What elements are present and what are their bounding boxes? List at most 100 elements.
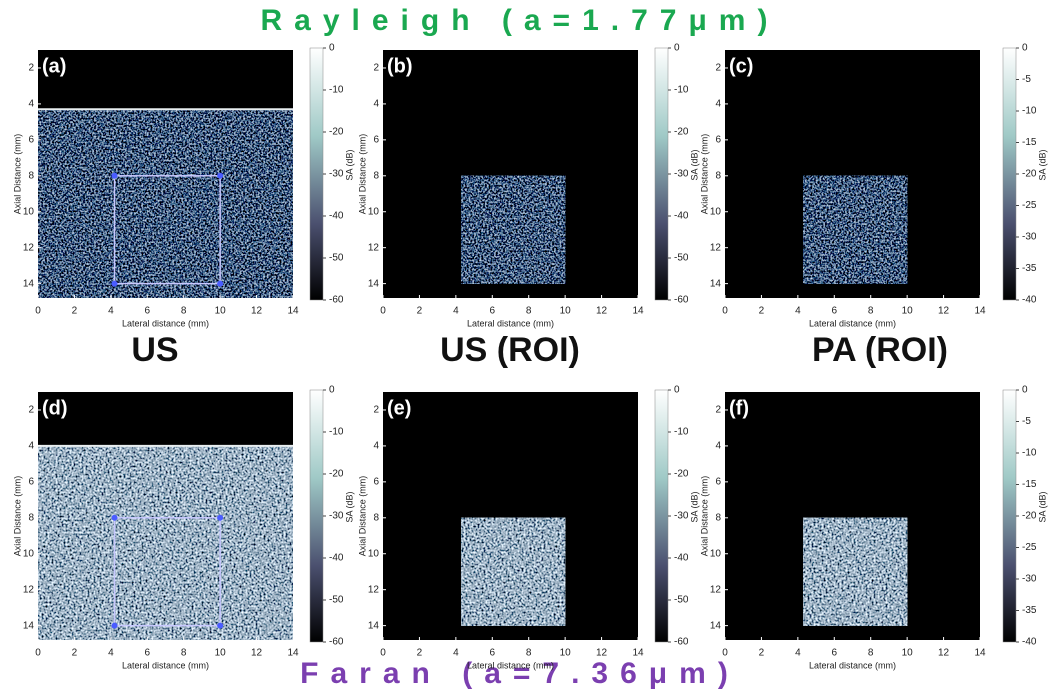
roi-image <box>803 175 908 284</box>
colorbar-tick-label: -30 <box>674 169 689 180</box>
colorbar-tick-label: -60 <box>674 637 689 648</box>
colorbar-tick-label: -60 <box>674 295 689 306</box>
y-axis-label: Axial Distance (mm) <box>357 476 367 557</box>
y-tick-label: 8 <box>715 170 721 181</box>
colorbar-tick-label: 0 <box>329 385 335 396</box>
colorbar-tick-label: -5 <box>1022 74 1031 85</box>
panel: (f) 0 2 4 6 8 10 12 14 2 4 6 8 10 12 14 Lateral distance… <box>699 385 1047 671</box>
x-tick-label: 6 <box>145 306 151 317</box>
x-tick-label: 4 <box>795 648 801 659</box>
colorbar-tick-label: 0 <box>674 385 680 396</box>
x-tick-label: 12 <box>596 306 608 317</box>
y-tick-label: 4 <box>373 441 379 452</box>
colorbar-tick-label: -10 <box>329 85 344 96</box>
colorbar-tick-label: -40 <box>674 211 689 222</box>
x-axis-label: Lateral distance (mm) <box>122 660 209 670</box>
x-tick-label: 4 <box>108 306 114 317</box>
y-tick-label: 14 <box>368 278 380 289</box>
colorbar-tick-label: -30 <box>329 511 344 522</box>
x-tick-label: 6 <box>490 648 496 659</box>
colorbar-tick-label: -15 <box>1022 479 1037 490</box>
x-tick-label: 8 <box>526 306 532 317</box>
row-label: PA (ROI) <box>812 331 948 369</box>
roi-corner <box>111 514 118 521</box>
speckle-image <box>38 109 293 298</box>
x-tick-label: 4 <box>108 648 114 659</box>
colorbar-label: SA (dB) <box>1037 491 1047 522</box>
colorbar-tick-label: -30 <box>1022 574 1037 585</box>
x-tick-label: 14 <box>974 648 986 659</box>
x-tick-label: 2 <box>759 306 765 317</box>
y-tick-label: 2 <box>373 405 379 416</box>
colorbar-tick-label: -50 <box>674 253 689 264</box>
colorbar-tick-label: -10 <box>1022 106 1037 117</box>
y-tick-label: 4 <box>715 441 721 452</box>
roi-corner <box>217 622 224 629</box>
colorbar-tick-label: -15 <box>1022 137 1037 148</box>
x-tick-label: 4 <box>795 306 801 317</box>
colorbar-tick-label: 0 <box>1022 43 1028 54</box>
y-tick-label: 2 <box>715 63 721 74</box>
colorbar-label: SA (dB) <box>1037 149 1047 180</box>
panel: (d) 0 2 4 6 8 10 12 14 2 4 6 8 10 12 14 Lateral distance… <box>12 385 354 671</box>
y-tick-label: 12 <box>23 242 35 253</box>
colorbar-tick-label: -30 <box>329 169 344 180</box>
x-tick-label: 8 <box>868 306 874 317</box>
colorbar <box>309 389 324 643</box>
colorbar-tick-label: -10 <box>674 427 689 438</box>
y-tick-label: 6 <box>373 134 379 145</box>
x-tick-label: 6 <box>145 648 151 659</box>
y-tick-label: 10 <box>710 548 722 559</box>
top-title: Rayleigh (a=1.77μm) <box>261 4 780 37</box>
x-tick-label: 10 <box>902 648 914 659</box>
x-tick-label: 10 <box>560 648 572 659</box>
colorbar-label: SA (dB) <box>344 491 354 522</box>
colorbar-tick-label: -10 <box>1022 448 1037 459</box>
x-tick-label: 8 <box>526 648 532 659</box>
panel: (a) 0 2 4 6 8 10 12 14 2 4 6 8 10 12 14 Lateral distance… <box>12 43 354 329</box>
x-axis-label: Lateral distance (mm) <box>467 660 554 670</box>
colorbar-tick-label: -20 <box>674 469 689 480</box>
y-tick-label: 14 <box>710 620 722 631</box>
x-tick-label: 14 <box>287 306 299 317</box>
y-axis-label: Axial Distance (mm) <box>12 134 22 215</box>
x-tick-label: 4 <box>453 306 459 317</box>
y-tick-label: 10 <box>710 206 722 217</box>
y-tick-label: 12 <box>368 242 380 253</box>
x-tick-label: 0 <box>35 306 41 317</box>
x-tick-label: 12 <box>938 648 950 659</box>
row-label: US (ROI) <box>440 331 580 369</box>
panel-label: (e) <box>387 397 411 419</box>
colorbar-tick-label: -40 <box>1022 295 1037 306</box>
y-tick-label: 8 <box>373 512 379 523</box>
y-tick-label: 10 <box>368 206 380 217</box>
y-tick-label: 6 <box>715 476 721 487</box>
x-tick-label: 14 <box>287 648 299 659</box>
row-label: US <box>131 331 178 369</box>
colorbar-tick-label: -20 <box>674 127 689 138</box>
y-tick-label: 8 <box>715 512 721 523</box>
x-axis-label: Lateral distance (mm) <box>809 318 896 328</box>
y-tick-label: 14 <box>710 278 722 289</box>
y-tick-label: 10 <box>23 548 35 559</box>
x-tick-label: 2 <box>417 306 423 317</box>
y-tick-label: 12 <box>23 584 35 595</box>
roi-box <box>113 517 221 627</box>
y-axis-label: Axial Distance (mm) <box>357 134 367 215</box>
x-tick-label: 12 <box>251 306 263 317</box>
x-tick-label: 2 <box>72 648 78 659</box>
colorbar-tick-label: -35 <box>1022 605 1037 616</box>
y-tick-label: 4 <box>28 99 34 110</box>
y-tick-label: 6 <box>715 134 721 145</box>
x-tick-label: 0 <box>380 306 386 317</box>
x-tick-label: 10 <box>215 648 227 659</box>
colorbar-tick-label: -35 <box>1022 263 1037 274</box>
colorbar-tick-label: -10 <box>674 85 689 96</box>
x-axis-label: Lateral distance (mm) <box>467 318 554 328</box>
panel: (c) 0 2 4 6 8 10 12 14 2 4 6 8 10 12 14 Lateral distance… <box>699 43 1047 329</box>
y-tick-label: 10 <box>23 206 35 217</box>
y-tick-label: 12 <box>710 584 722 595</box>
x-tick-label: 4 <box>453 648 459 659</box>
panel-label: (f) <box>729 397 749 419</box>
x-tick-label: 0 <box>722 648 728 659</box>
